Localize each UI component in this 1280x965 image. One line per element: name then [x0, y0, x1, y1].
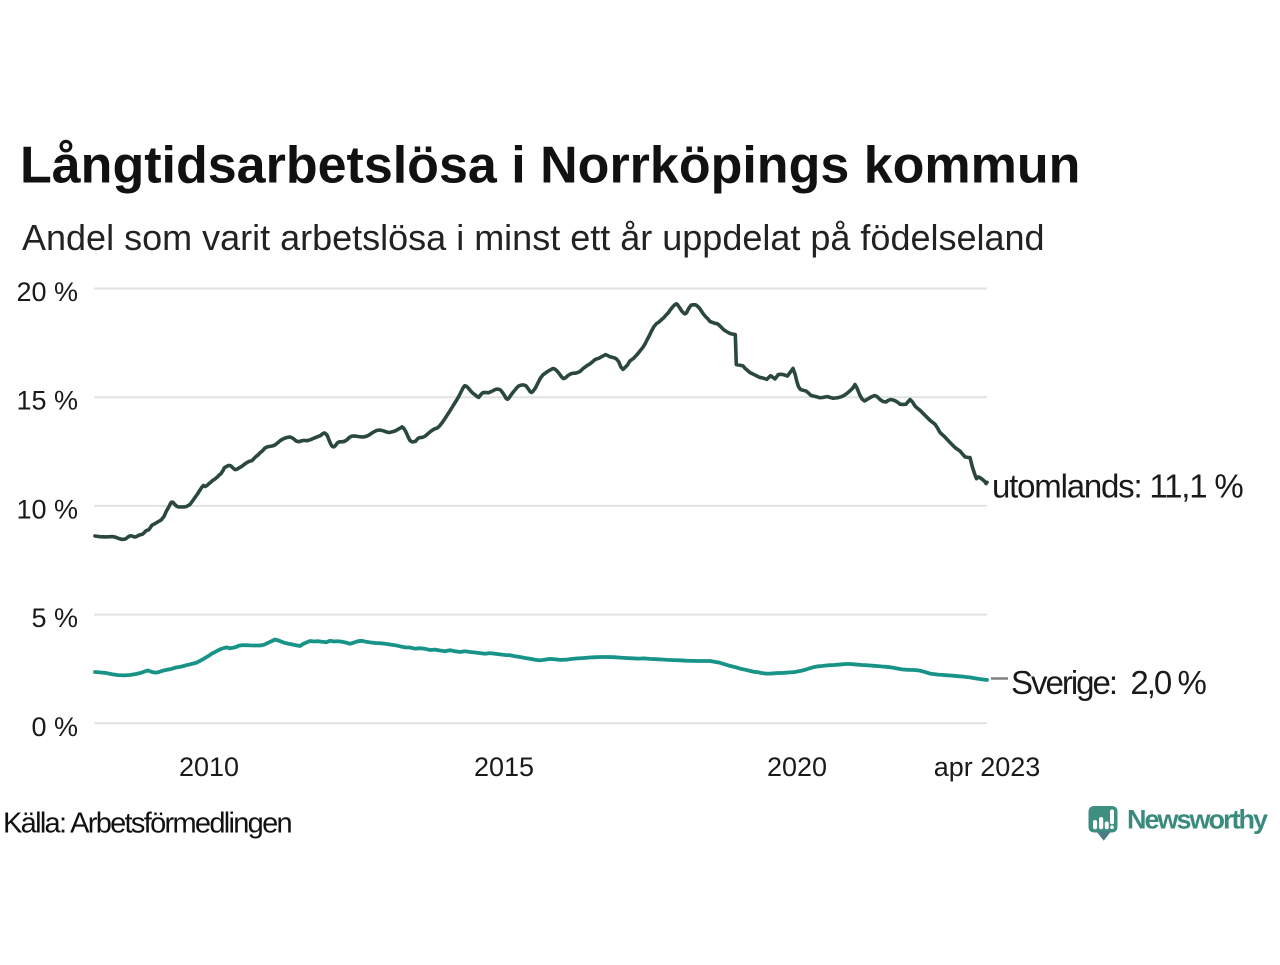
svg-text:0 %: 0 % [31, 712, 78, 742]
svg-text:10 %: 10 % [16, 494, 78, 524]
svg-text:5 %: 5 % [31, 603, 78, 633]
svg-text:15 %: 15 % [16, 386, 78, 416]
svg-text:Newsworthy: Newsworthy [1127, 805, 1268, 835]
svg-text:Långtidsarbetslösa i Norrköpin: Långtidsarbetslösa i Norrköpings kommun [20, 137, 1080, 195]
svg-text:2010: 2010 [179, 752, 239, 782]
svg-text:Andel som varit arbetslösa i m: Andel som varit arbetslösa i minst ett å… [22, 217, 1045, 258]
svg-text:apr 2023: apr 2023 [934, 752, 1041, 782]
svg-text:2015: 2015 [474, 752, 534, 782]
svg-text:Källa: Arbetsförmedlingen: Källa: Arbetsförmedlingen [3, 808, 292, 840]
svg-text:2020: 2020 [767, 752, 827, 782]
svg-text:utomlands: 11,1 %: utomlands: 11,1 % [992, 468, 1243, 505]
svg-text:Sverige: 2,0 %: Sverige: 2,0 % [1011, 664, 1206, 701]
svg-text:20 %: 20 % [16, 277, 78, 307]
